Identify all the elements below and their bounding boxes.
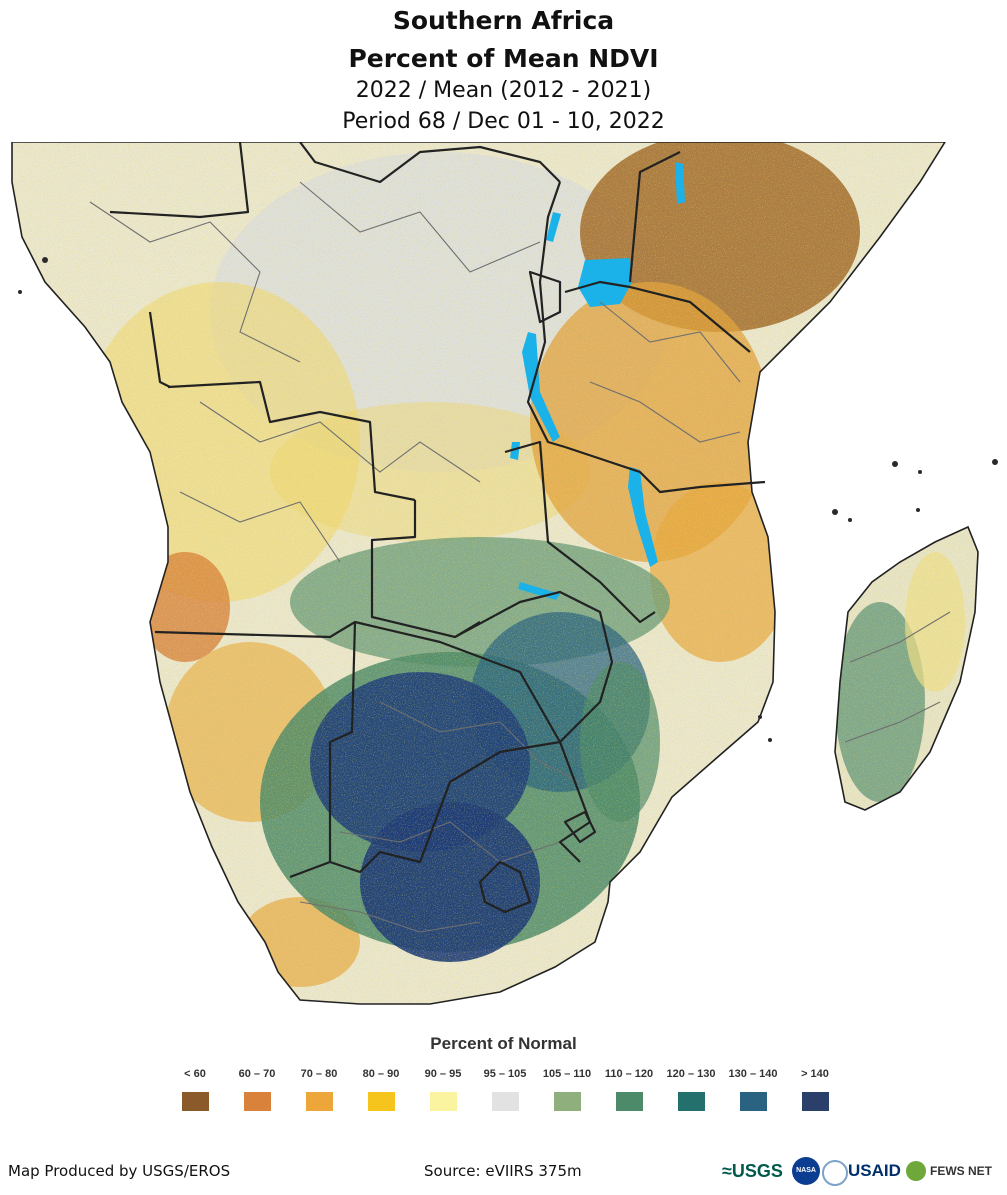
legend: < 60 60 – 70 70 – 80 80 – 90 90 – 95 95 – 105… xyxy=(164,1068,844,1120)
legend-item: 80 – 90 xyxy=(350,1068,412,1111)
legend-item: 95 – 105 xyxy=(474,1068,536,1111)
partner-logos: ≈USGS NASA USAID FEWS NET xyxy=(722,1157,1002,1186)
legend-swatch xyxy=(677,1092,705,1111)
ndvi-anomaly-zones xyxy=(12,142,978,1004)
map-credit: Map Produced by USGS/EROS xyxy=(8,1162,231,1180)
legend-item: 130 – 140 xyxy=(722,1068,784,1111)
legend-item: 110 – 120 xyxy=(598,1068,660,1111)
legend-item: < 60 xyxy=(164,1068,226,1111)
legend-item: 70 – 80 xyxy=(288,1068,350,1111)
legend-swatch xyxy=(367,1092,395,1111)
legend-label: 80 – 90 xyxy=(362,1068,400,1080)
legend-swatch xyxy=(615,1092,643,1111)
legend-item: 105 – 110 xyxy=(536,1068,598,1111)
lake-tanganyika xyxy=(522,332,560,442)
legend-label: > 140 xyxy=(801,1068,829,1080)
state-seal-icon xyxy=(822,1160,848,1186)
map-subtitle-comparison: 2022 / Mean (2012 - 2021) xyxy=(355,78,652,103)
map-subtitle-period: Period 68 / Dec 01 - 10, 2022 xyxy=(342,109,665,134)
islands xyxy=(18,257,998,742)
map-title-product: Percent of Mean NDVI xyxy=(348,44,659,73)
coastlines xyxy=(11,142,979,1005)
ndvi-anomaly-map[interactable] xyxy=(0,142,1007,1014)
data-source: Source: eVIIRS 375m xyxy=(424,1162,582,1180)
lake-mweru xyxy=(510,442,520,460)
fewsnet-globe-icon xyxy=(906,1161,926,1181)
lake-albert xyxy=(546,212,561,242)
legend-swatch xyxy=(801,1092,829,1111)
usgs-logo: ≈USGS xyxy=(722,1161,783,1181)
legend-label: 90 – 95 xyxy=(424,1068,462,1080)
lake-malawi xyxy=(628,467,658,567)
legend-swatch xyxy=(491,1092,519,1111)
legend-swatch xyxy=(429,1092,457,1111)
usaid-logo: USAID xyxy=(848,1161,901,1180)
legend-swatch xyxy=(305,1092,333,1111)
legend-label: 105 – 110 xyxy=(542,1068,592,1080)
legend-swatch xyxy=(553,1092,581,1111)
map-title-region: Southern Africa xyxy=(392,6,615,35)
admin-boundaries xyxy=(89,181,951,933)
legend-label: 130 – 140 xyxy=(728,1068,778,1080)
legend-label: < 60 xyxy=(184,1068,206,1080)
legend-title: Percent of Normal xyxy=(430,1034,577,1053)
legend-label: 70 – 80 xyxy=(300,1068,338,1080)
lake-turkana xyxy=(675,162,685,204)
legend-swatch xyxy=(181,1092,209,1111)
legend-label: 110 – 120 xyxy=(604,1068,654,1080)
legend-item: 120 – 130 xyxy=(660,1068,722,1111)
legend-label: 60 – 70 xyxy=(238,1068,276,1080)
legend-swatch xyxy=(739,1092,767,1111)
legend-label: 95 – 105 xyxy=(483,1068,527,1080)
legend-item: 60 – 70 xyxy=(226,1068,288,1111)
legend-item: 90 – 95 xyxy=(412,1068,474,1111)
legend-label: 120 – 130 xyxy=(666,1068,716,1080)
legend-swatch xyxy=(243,1092,271,1111)
fewsnet-logo: FEWS NET xyxy=(930,1164,992,1178)
country-boundaries xyxy=(109,142,766,914)
legend-item: > 140 xyxy=(784,1068,846,1111)
nasa-logo: NASA xyxy=(792,1157,820,1185)
